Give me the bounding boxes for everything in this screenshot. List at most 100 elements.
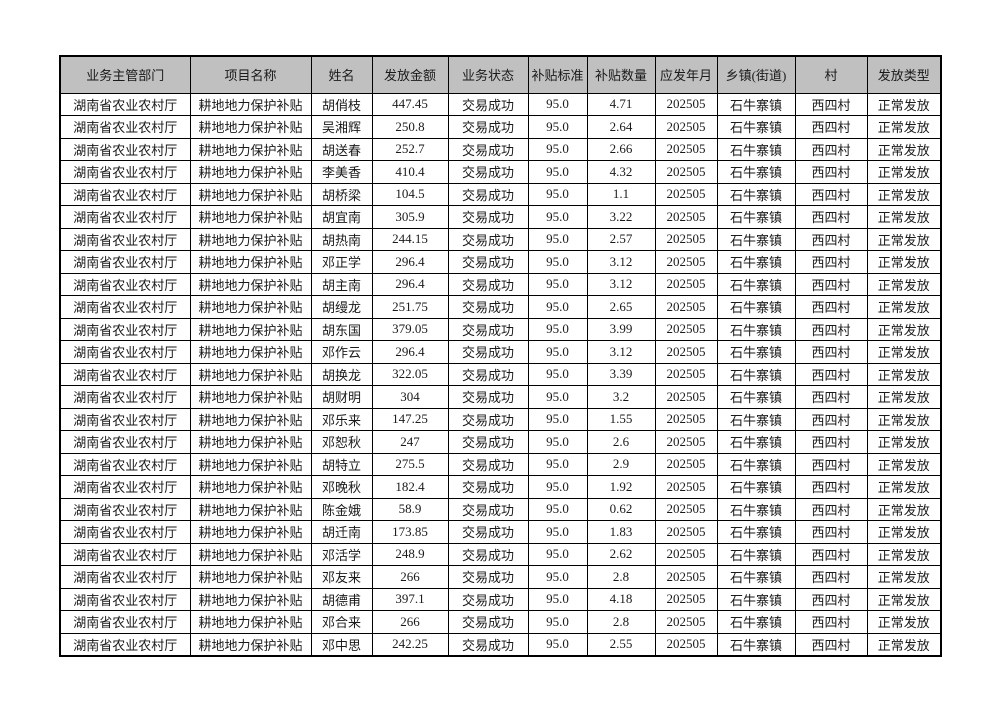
cell-village: 西四村 xyxy=(794,227,868,251)
cell-name: 胡东国 xyxy=(310,317,373,341)
cell-type: 正常发放 xyxy=(866,160,942,184)
cell-dept: 湖南省农业农村厅 xyxy=(59,317,191,341)
cell-status: 交易成功 xyxy=(447,250,529,274)
cell-name: 吴湘辉 xyxy=(310,115,373,139)
cell-dept: 湖南省农业农村厅 xyxy=(59,227,191,251)
cell-quantity: 3.12 xyxy=(586,340,656,364)
table-body: 湖南省农业农村厅 耕地地力保护补贴 胡俏枝 447.45 交易成功 95.0 4.71 202… xyxy=(59,92,942,656)
cell-project: 耕地地力保护补贴 xyxy=(189,587,312,611)
cell-amount: 182.4 xyxy=(371,475,449,499)
cell-dept: 湖南省农业农村厅 xyxy=(59,407,191,431)
cell-township: 石牛寨镇 xyxy=(716,227,796,251)
cell-quantity: 2.57 xyxy=(586,227,656,251)
table-row: 湖南省农业农村厅 耕地地力保护补贴 邓乐来 147.25 交易成功 95.0 1.55 202… xyxy=(59,407,942,431)
cell-type: 正常发放 xyxy=(866,497,942,521)
cell-status: 交易成功 xyxy=(447,227,529,251)
cell-standard: 95.0 xyxy=(527,632,588,656)
cell-village: 西四村 xyxy=(794,542,868,566)
cell-type: 正常发放 xyxy=(866,362,942,386)
cell-project: 耕地地力保护补贴 xyxy=(189,92,312,116)
cell-quantity: 4.71 xyxy=(586,92,656,116)
cell-month: 202505 xyxy=(654,587,718,611)
cell-standard: 95.0 xyxy=(527,430,588,454)
cell-village: 西四村 xyxy=(794,430,868,454)
cell-name: 胡送春 xyxy=(310,137,373,161)
cell-quantity: 3.2 xyxy=(586,385,656,409)
cell-township: 石牛寨镇 xyxy=(716,272,796,296)
cell-name: 陈金娥 xyxy=(310,497,373,521)
table-row: 湖南省农业农村厅 耕地地力保护补贴 胡俏枝 447.45 交易成功 95.0 4.71 202… xyxy=(59,92,942,116)
cell-quantity: 0.62 xyxy=(586,497,656,521)
cell-dept: 湖南省农业农村厅 xyxy=(59,497,191,521)
cell-type: 正常发放 xyxy=(866,205,942,229)
cell-dept: 湖南省农业农村厅 xyxy=(59,385,191,409)
cell-dept: 湖南省农业农村厅 xyxy=(59,565,191,589)
table-row: 湖南省农业农村厅 耕地地力保护补贴 邓合来 266 交易成功 95.0 2.8 202505 石… xyxy=(59,610,942,634)
cell-dept: 湖南省农业农村厅 xyxy=(59,340,191,364)
cell-village: 西四村 xyxy=(794,137,868,161)
cell-status: 交易成功 xyxy=(447,272,529,296)
cell-type: 正常发放 xyxy=(866,182,942,206)
cell-month: 202505 xyxy=(654,160,718,184)
cell-name: 邓乐来 xyxy=(310,407,373,431)
cell-project: 耕地地力保护补贴 xyxy=(189,362,312,386)
cell-project: 耕地地力保护补贴 xyxy=(189,182,312,206)
column-header-type: 发放类型 xyxy=(866,55,942,94)
cell-amount: 410.4 xyxy=(371,160,449,184)
cell-quantity: 4.32 xyxy=(586,160,656,184)
cell-standard: 95.0 xyxy=(527,115,588,139)
cell-amount: 250.8 xyxy=(371,115,449,139)
cell-quantity: 2.62 xyxy=(586,542,656,566)
cell-project: 耕地地力保护补贴 xyxy=(189,632,312,656)
cell-status: 交易成功 xyxy=(447,407,529,431)
cell-township: 石牛寨镇 xyxy=(716,632,796,656)
cell-dept: 湖南省农业农村厅 xyxy=(59,632,191,656)
cell-dept: 湖南省农业农村厅 xyxy=(59,362,191,386)
cell-name: 胡主南 xyxy=(310,272,373,296)
cell-quantity: 4.18 xyxy=(586,587,656,611)
cell-village: 西四村 xyxy=(794,610,868,634)
cell-village: 西四村 xyxy=(794,475,868,499)
cell-status: 交易成功 xyxy=(447,205,529,229)
table-row: 湖南省农业农村厅 耕地地力保护补贴 邓恕秋 247 交易成功 95.0 2.6 202505 石… xyxy=(59,430,942,454)
cell-amount: 248.9 xyxy=(371,542,449,566)
cell-status: 交易成功 xyxy=(447,497,529,521)
cell-status: 交易成功 xyxy=(447,295,529,319)
table-row: 湖南省农业农村厅 耕地地力保护补贴 胡换龙 322.05 交易成功 95.0 3.39 202… xyxy=(59,362,942,386)
cell-amount: 322.05 xyxy=(371,362,449,386)
cell-standard: 95.0 xyxy=(527,497,588,521)
cell-dept: 湖南省农业农村厅 xyxy=(59,587,191,611)
cell-project: 耕地地力保护补贴 xyxy=(189,137,312,161)
cell-standard: 95.0 xyxy=(527,520,588,544)
cell-amount: 173.85 xyxy=(371,520,449,544)
cell-dept: 湖南省农业农村厅 xyxy=(59,92,191,116)
cell-name: 邓晚秋 xyxy=(310,475,373,499)
cell-month: 202505 xyxy=(654,452,718,476)
cell-dept: 湖南省农业农村厅 xyxy=(59,430,191,454)
cell-quantity: 1.83 xyxy=(586,520,656,544)
cell-month: 202505 xyxy=(654,340,718,364)
table-row: 湖南省农业农村厅 耕地地力保护补贴 胡迁南 173.85 交易成功 95.0 1.83 202… xyxy=(59,520,942,544)
cell-standard: 95.0 xyxy=(527,542,588,566)
cell-quantity: 1.55 xyxy=(586,407,656,431)
cell-project: 耕地地力保护补贴 xyxy=(189,250,312,274)
cell-village: 西四村 xyxy=(794,92,868,116)
cell-standard: 95.0 xyxy=(527,272,588,296)
cell-standard: 95.0 xyxy=(527,250,588,274)
cell-month: 202505 xyxy=(654,137,718,161)
cell-township: 石牛寨镇 xyxy=(716,610,796,634)
cell-dept: 湖南省农业农村厅 xyxy=(59,182,191,206)
cell-type: 正常发放 xyxy=(866,92,942,116)
cell-standard: 95.0 xyxy=(527,565,588,589)
cell-amount: 147.25 xyxy=(371,407,449,431)
cell-village: 西四村 xyxy=(794,632,868,656)
cell-status: 交易成功 xyxy=(447,160,529,184)
cell-status: 交易成功 xyxy=(447,92,529,116)
cell-township: 石牛寨镇 xyxy=(716,317,796,341)
cell-township: 石牛寨镇 xyxy=(716,182,796,206)
table-row: 湖南省农业农村厅 耕地地力保护补贴 陈金娥 58.9 交易成功 95.0 0.62 20250… xyxy=(59,497,942,521)
cell-type: 正常发放 xyxy=(866,610,942,634)
cell-project: 耕地地力保护补贴 xyxy=(189,430,312,454)
cell-name: 胡俏枝 xyxy=(310,92,373,116)
cell-amount: 296.4 xyxy=(371,340,449,364)
